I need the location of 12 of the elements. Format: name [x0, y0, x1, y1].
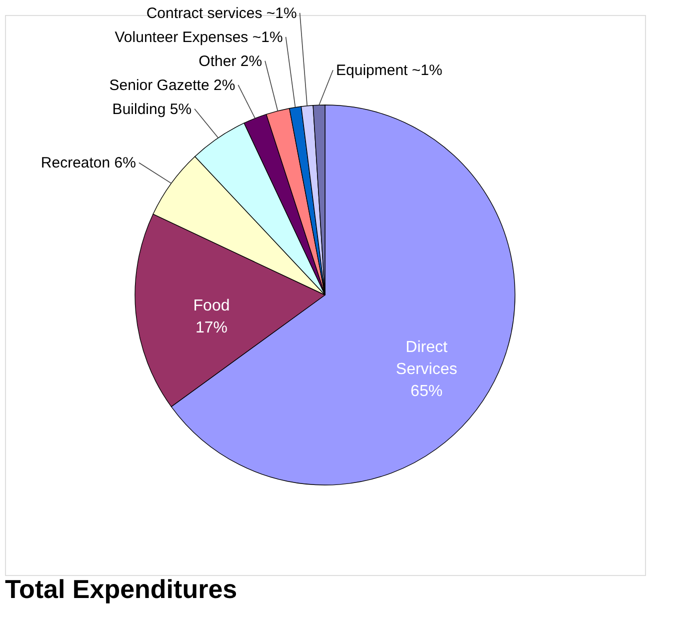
data-label: 17% [195, 320, 228, 337]
slice-label: Other 2% [198, 52, 262, 70]
slice-label: Contract services ~1% [146, 4, 297, 22]
slice-label: Senior Gazette 2% [109, 76, 236, 94]
text: Total Expenditures [5, 574, 238, 604]
slice-label: Building 5% [112, 100, 192, 118]
slice-label: Equipment ~1% [336, 62, 442, 80]
slice-label: Direct Services [396, 338, 458, 378]
slice-label: Recreaton 6% [40, 154, 136, 172]
slice-label: Food [193, 298, 230, 315]
slice-label: Volunteer Expenses ~1% [114, 28, 283, 46]
data-label: 65% [410, 382, 443, 400]
